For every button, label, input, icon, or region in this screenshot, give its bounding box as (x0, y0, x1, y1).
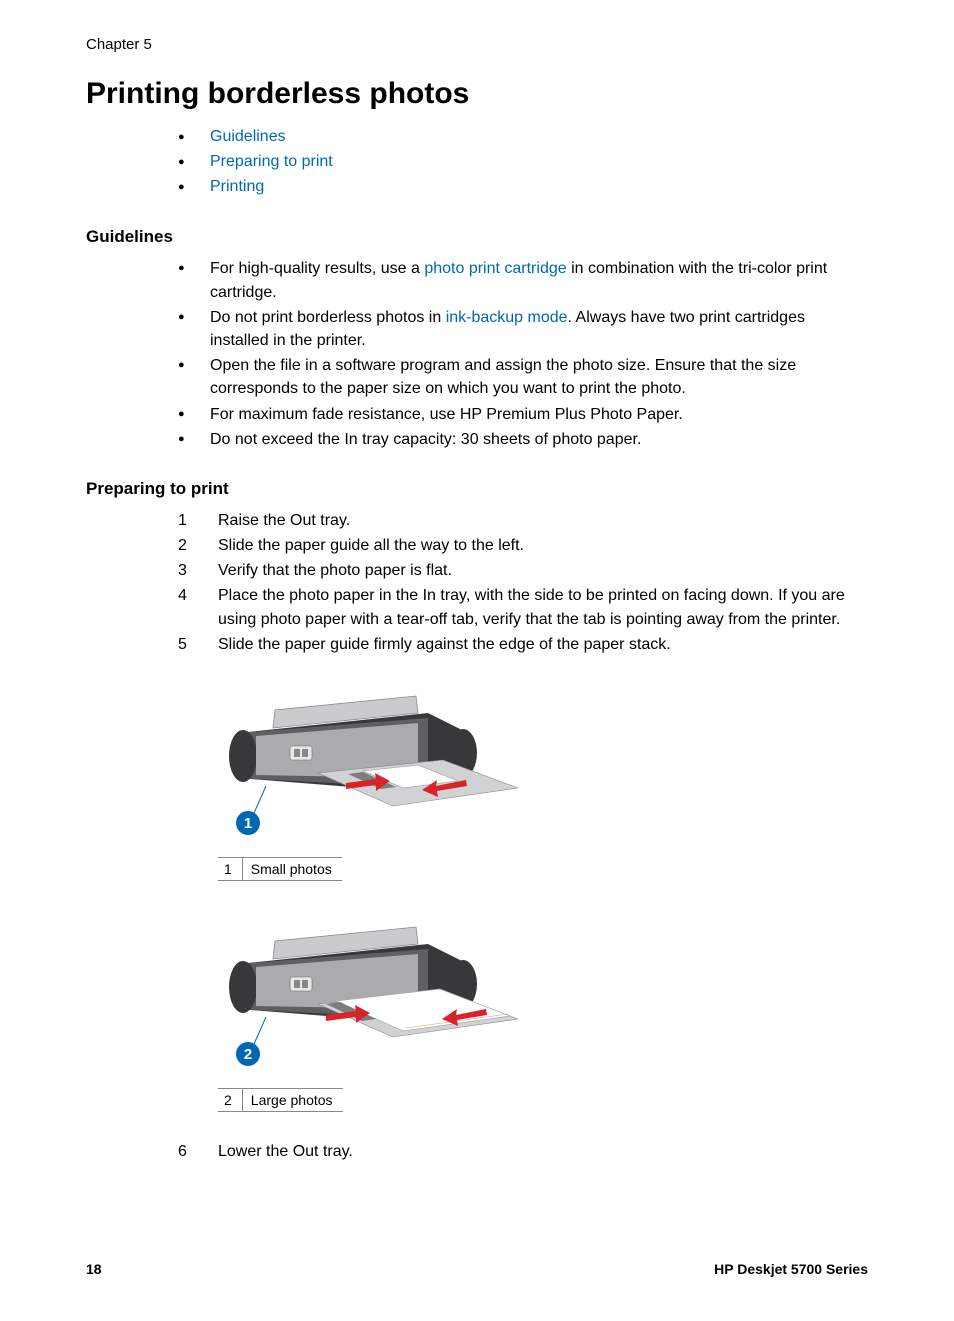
guidelines-list: For high-quality results, use a photo pr… (178, 257, 868, 451)
text-fragment: For high-quality results, use a (210, 260, 424, 277)
text-fragment: Open the file in a software program and … (210, 357, 796, 397)
caption-number: 1 (218, 858, 243, 880)
toc-item: Guidelines (178, 125, 868, 150)
list-item: 5 Slide the paper guide firmly against th… (178, 633, 868, 656)
list-item: Open the file in a software program and … (178, 354, 868, 400)
toc-link-preparing[interactable]: Preparing to print (210, 153, 333, 170)
caption-text: Small photos (243, 858, 342, 880)
section-heading-guidelines: Guidelines (86, 227, 868, 247)
toc-link-printing[interactable]: Printing (210, 178, 264, 195)
toc-item: Printing (178, 175, 868, 200)
step-text: Place the photo paper in the In tray, wi… (218, 587, 845, 627)
list-item: 6 Lower the Out tray. (178, 1140, 868, 1163)
step-text: Lower the Out tray. (218, 1143, 353, 1160)
toc-list: Guidelines Preparing to print Printing (178, 125, 868, 199)
step-number: 5 (178, 633, 187, 656)
list-item: 3 Verify that the photo paper is flat. (178, 559, 868, 582)
step-text: Slide the paper guide all the way to the… (218, 537, 524, 554)
caption-number: 2 (218, 1089, 243, 1111)
list-item: 2 Slide the paper guide all the way to th… (178, 534, 868, 557)
page-title: Printing borderless photos (86, 77, 868, 111)
list-item: 1 Raise the Out tray. (178, 509, 868, 532)
list-item: Do not print borderless photos in ink-ba… (178, 306, 868, 352)
list-item: Do not exceed the In tray capacity: 30 s… (178, 428, 868, 451)
text-fragment: Do not print borderless photos in (210, 309, 446, 326)
callout-number: 2 (244, 1046, 252, 1063)
step-number: 3 (178, 559, 187, 582)
page-number: 18 (86, 1261, 102, 1277)
text-fragment: Do not exceed the In tray capacity: 30 s… (210, 431, 641, 448)
chapter-label: Chapter 5 (86, 36, 868, 53)
step-number: 2 (178, 534, 187, 557)
preparing-step-6: 6 Lower the Out tray. (178, 1140, 868, 1163)
step-text: Verify that the photo paper is flat. (218, 562, 452, 579)
list-item: 4 Place the photo paper in the In tray, w… (178, 584, 868, 630)
text-fragment: For maximum fade resistance, use HP Prem… (210, 406, 683, 423)
step-text: Slide the paper guide firmly against the… (218, 636, 671, 653)
printer-illustration-large: 2 (218, 909, 528, 1084)
section-heading-preparing: Preparing to print (86, 479, 868, 499)
toc-link-guidelines[interactable]: Guidelines (210, 128, 286, 145)
link-photo-print-cartridge[interactable]: photo print cartridge (424, 260, 566, 277)
figure-caption: 2 Large photos (218, 1088, 343, 1112)
page-footer: 18 HP Deskjet 5700 Series (86, 1261, 868, 1277)
preparing-steps: 1 Raise the Out tray. 2 Slide the paper gu… (178, 509, 868, 656)
caption-text: Large photos (243, 1089, 343, 1111)
figure-large-photos: 2 2 Large photos (218, 909, 868, 1112)
step-number: 6 (178, 1140, 187, 1163)
figure-caption: 1 Small photos (218, 857, 342, 881)
callout-number: 1 (244, 815, 252, 832)
toc-item: Preparing to print (178, 150, 868, 175)
product-name: HP Deskjet 5700 Series (714, 1261, 868, 1277)
step-text: Raise the Out tray. (218, 512, 350, 529)
list-item: For maximum fade resistance, use HP Prem… (178, 403, 868, 426)
figure-small-photos: 1 1 Small photos (218, 678, 868, 881)
step-number: 4 (178, 584, 187, 607)
step-number: 1 (178, 509, 187, 532)
list-item: For high-quality results, use a photo pr… (178, 257, 868, 303)
link-ink-backup-mode[interactable]: ink-backup mode (446, 309, 568, 326)
printer-illustration-small: 1 (218, 678, 528, 853)
